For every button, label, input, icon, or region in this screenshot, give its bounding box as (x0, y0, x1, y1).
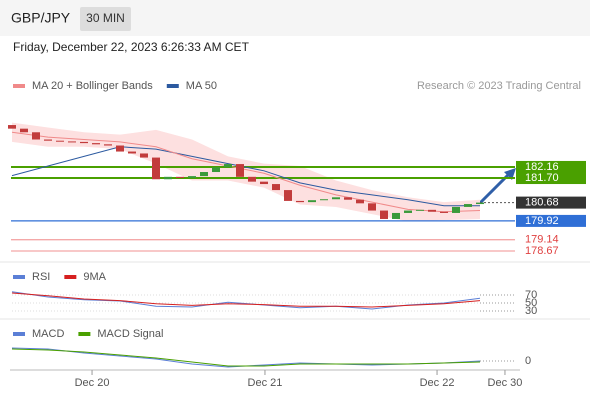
level-label: 181.70 (525, 172, 559, 184)
candle (380, 210, 388, 219)
candle (260, 181, 268, 185)
y-tick-label: 0 (525, 355, 531, 367)
candle (236, 164, 244, 177)
candle (416, 209, 424, 211)
x-tick-label: Dec 22 (420, 377, 455, 389)
candle (116, 145, 124, 152)
candle (296, 200, 304, 203)
rsi-line (11, 291, 481, 310)
legend-label: MA 20 + Bollinger Bands (32, 80, 153, 92)
rsi-ma-line (11, 292, 481, 308)
candle (140, 153, 148, 158)
y-tick-label: 70 (525, 289, 537, 301)
candle (164, 176, 172, 180)
y-tick-label: 30 (525, 305, 537, 317)
forecast-arrow-head (504, 168, 516, 180)
y-tick-label: 50 (525, 297, 537, 309)
candle (56, 140, 64, 142)
candle (452, 206, 460, 213)
level-label: 178.67 (525, 245, 559, 257)
level-label: 179.92 (525, 215, 559, 227)
legend-label: 9MA (83, 271, 106, 283)
legend-label: MACD Signal (97, 328, 163, 340)
legend-label: MACD (32, 328, 64, 340)
candle (80, 141, 88, 144)
candle (44, 139, 52, 141)
x-tick-label: Dec 21 (248, 377, 283, 389)
candle (272, 184, 280, 191)
candle (392, 212, 400, 219)
candle (68, 141, 76, 143)
candle (332, 197, 340, 200)
candle (404, 210, 412, 213)
candle (440, 211, 448, 213)
candle (104, 144, 112, 146)
interval-label[interactable]: 30 MIN (86, 11, 125, 25)
level-label: 179.14 (525, 234, 559, 246)
candle (248, 176, 256, 182)
candle (476, 202, 484, 205)
candle (8, 125, 16, 129)
candle (188, 176, 196, 179)
candle (32, 132, 40, 140)
ma50-line (11, 146, 480, 207)
credit: Research © 2023 Trading Central (417, 80, 581, 92)
candle (212, 167, 220, 173)
candle (368, 203, 376, 211)
candle (20, 128, 28, 133)
ma20-line (11, 131, 481, 213)
x-tick-label: Dec 30 (488, 377, 523, 389)
candle (176, 176, 184, 179)
symbol: GBP/JPY (11, 10, 71, 26)
level-label: 180.68 (525, 197, 559, 209)
legend-label: RSI (32, 271, 50, 283)
interval-button[interactable] (80, 7, 131, 31)
level-box (516, 214, 586, 227)
candle (152, 157, 160, 180)
level-label: 182.16 (525, 161, 559, 173)
candle (224, 164, 232, 168)
candle (128, 151, 136, 154)
candle (308, 200, 316, 203)
level-box (516, 160, 586, 173)
x-tick-label: Dec 20 (75, 377, 110, 389)
macd-signal-line (11, 348, 481, 367)
candle (344, 197, 352, 200)
candle (284, 190, 292, 201)
candle (320, 199, 328, 201)
candle (356, 199, 364, 204)
candle (464, 204, 472, 207)
timestamp: Friday, December 22, 2023 6:26:33 AM CET (13, 40, 250, 54)
candle (200, 172, 208, 177)
level-box (516, 196, 586, 209)
candle (92, 143, 100, 145)
legend-label: MA 50 (186, 80, 217, 92)
bollinger-band (12, 122, 480, 222)
level-box (516, 172, 586, 185)
candle (428, 209, 436, 212)
